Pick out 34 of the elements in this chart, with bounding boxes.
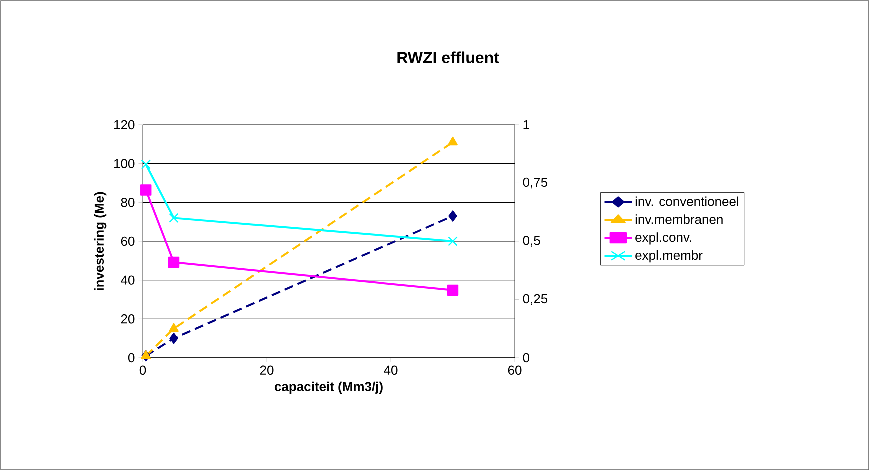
x-tick-label: 40 xyxy=(384,366,398,375)
x-axis-title: capaciteit (Mm3/j) xyxy=(274,382,383,394)
y2-tick-label: 0 xyxy=(523,353,530,363)
y-tick-label: 20 xyxy=(121,314,135,324)
point xyxy=(168,256,180,268)
point xyxy=(170,332,178,344)
point xyxy=(448,210,458,222)
y2-tick-label: 0,75 xyxy=(523,178,548,189)
legend-label: expl.conv. xyxy=(636,232,692,245)
point xyxy=(169,213,179,224)
point xyxy=(169,323,179,332)
legend-label: inv.membranen xyxy=(636,214,723,224)
y-axis-title: investering (Me) xyxy=(94,192,107,290)
point xyxy=(447,284,459,296)
x-tick-label: 0 xyxy=(140,366,146,375)
point xyxy=(448,136,458,146)
y-tick-label: 100 xyxy=(114,159,135,168)
y2-tick-label: 1 xyxy=(524,120,530,130)
y-tick-label: 120 xyxy=(114,120,135,130)
y-tick-label: 40 xyxy=(121,276,135,285)
point xyxy=(141,350,152,360)
y-tick-label: 80 xyxy=(121,198,135,208)
y2-tick-label: 0,25 xyxy=(523,294,548,306)
y-tick-label: 60 xyxy=(121,236,135,246)
legend-label: expl.membr xyxy=(636,250,703,263)
y-tick-label: 0 xyxy=(128,353,135,363)
x-tick-label: 60 xyxy=(508,366,522,375)
chart-title: RWZI effluent xyxy=(398,52,500,64)
legend-label: inv. conventioneel xyxy=(636,196,738,206)
x-tick-label: 20 xyxy=(260,366,274,375)
point xyxy=(140,184,152,196)
point xyxy=(141,160,151,170)
y2-tick-label: 0,5 xyxy=(523,236,540,247)
point xyxy=(448,236,458,246)
